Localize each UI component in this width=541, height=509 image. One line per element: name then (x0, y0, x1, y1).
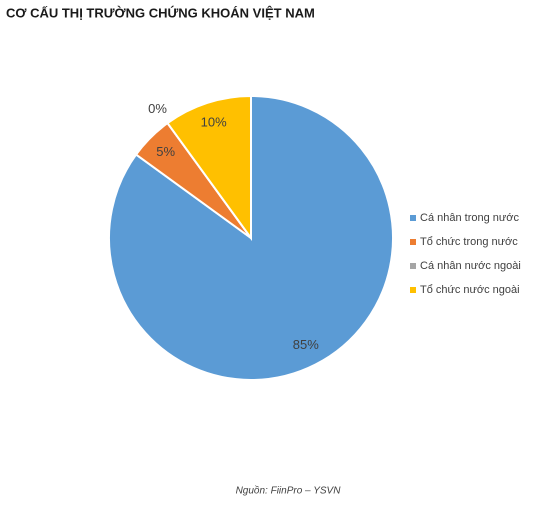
chart-title: CƠ CẤU THỊ TRƯỜNG CHỨNG KHOÁN VIỆT NAM (6, 5, 315, 20)
legend-label: Tổ chức trong nước (420, 236, 518, 248)
data-label: 0% (148, 101, 167, 116)
data-label: 5% (156, 144, 175, 159)
legend-swatch (410, 287, 416, 293)
legend-swatch (410, 239, 416, 245)
pie-slice (166, 94, 252, 242)
data-label: 85% (293, 337, 319, 352)
source-note: Nguồn: FiinPro – YSVN (236, 485, 342, 497)
legend-label: Cá nhân nước ngoài (420, 260, 521, 272)
pie-slice (108, 94, 394, 381)
legend-label: Tổ chức nước ngoài (420, 284, 520, 296)
legend-swatch (410, 215, 416, 221)
data-label: 10% (201, 115, 227, 130)
legend-label: Cá nhân trong nước (420, 212, 519, 224)
legend-swatch (410, 263, 416, 269)
